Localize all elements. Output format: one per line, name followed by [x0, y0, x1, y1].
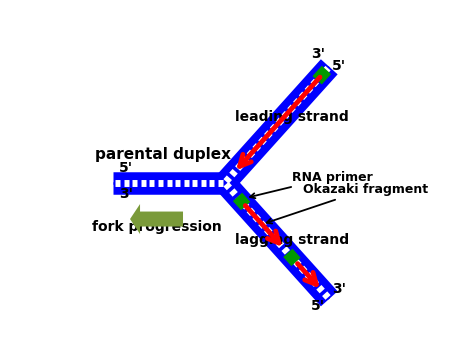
Text: 3': 3' [119, 187, 133, 201]
Text: 5': 5' [119, 161, 133, 174]
Text: lagging strand: lagging strand [235, 233, 349, 247]
Text: leading strand: leading strand [235, 110, 349, 125]
Text: Okazaki fragment: Okazaki fragment [267, 183, 428, 223]
Text: 5': 5' [332, 59, 346, 73]
Text: 3': 3' [332, 282, 346, 296]
Text: 5': 5' [311, 299, 325, 313]
Text: parental duplex: parental duplex [95, 147, 231, 162]
Text: RNA primer: RNA primer [250, 171, 373, 198]
Text: fork progression: fork progression [91, 220, 221, 234]
Text: 3': 3' [311, 47, 325, 62]
